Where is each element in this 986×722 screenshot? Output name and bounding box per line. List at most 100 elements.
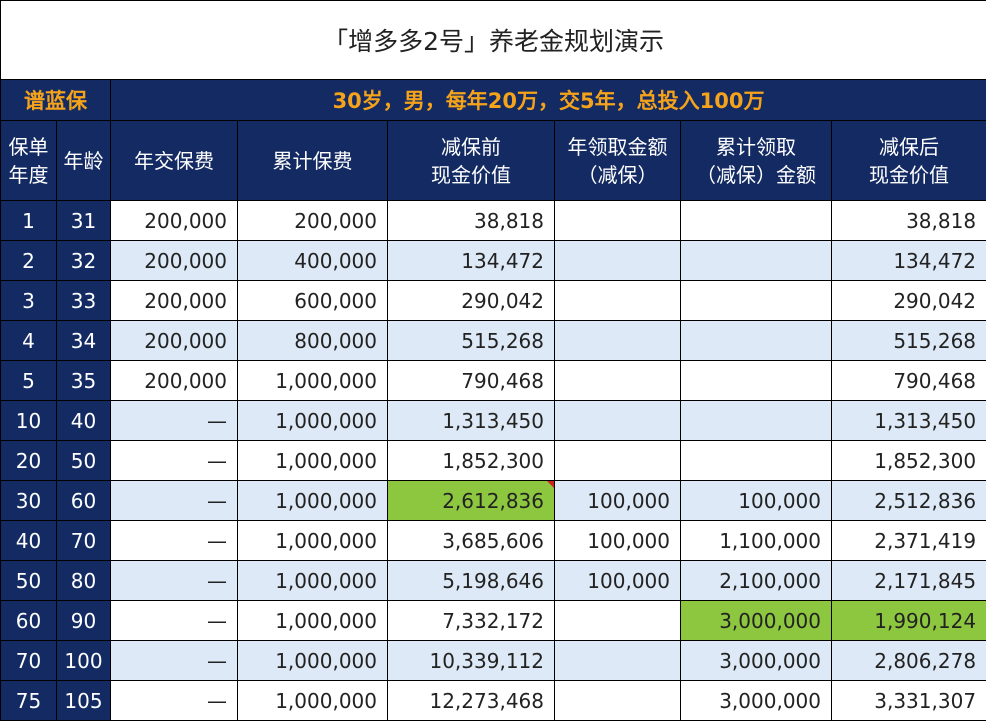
cell-age: 80 [56,560,111,601]
cell-age: 90 [56,600,111,641]
table-row: 2 32 200,000 400,000 134,472 134,472 [0,240,986,281]
cell-cash-value-after: 1,852,300 [830,440,986,481]
cell-annual-withdrawal [554,200,681,241]
cell-age: 50 [56,440,111,481]
cell-cumulative-premium: 800,000 [237,320,388,361]
cell-policy-year: 2 [0,240,57,281]
table-row: 60 90—1,000,000 7,332,172 3,000,000 1,990,12… [0,600,986,641]
cell-policy-year: 1 [0,200,57,241]
cell-policy-year: 70 [0,640,57,681]
cell-annual-premium: — [110,680,238,721]
header-cash-value-before-label: 减保前 现金价值 [431,134,511,187]
cell-age: 70 [56,520,111,561]
table-row: 75 105—1,000,000 12,273,468 3,000,000 3,331,… [0,680,986,721]
cell-cumulative-premium: 1,000,000 [237,480,388,521]
table-row: 4 34 200,000 800,000 515,268 515,268 [0,320,986,361]
header-annual-withdrawal-label: 年领取金额 （减保） [567,134,668,187]
cell-age: 40 [56,400,111,441]
cell-cumulative-withdrawal: 100,000 [680,480,832,521]
cell-cash-value-after: 134,472 [830,240,986,281]
cell-cash-value-before: 7,332,172 [387,600,555,641]
header-cash-value-after: 减保后 现金价值 [830,120,986,201]
cell-cash-value-before: 12,273,468 [387,680,555,721]
cell-annual-premium: — [110,440,238,481]
header-cumulative-premium-label: 累计保费 [272,148,353,173]
cell-annual-withdrawal: 100,000 [554,560,681,601]
cell-age: 100 [56,640,111,681]
cell-cash-value-after: 2,371,419 [830,520,986,561]
cell-annual-withdrawal [554,360,681,401]
cell-annual-premium: 200,000 [110,360,238,401]
cell-annual-withdrawal [554,680,681,721]
brand-label: 谱蓝保 [0,79,111,121]
cell-annual-premium: 200,000 [110,280,238,321]
cell-annual-withdrawal [554,600,681,641]
cell-cash-value-after: 1,313,450 [830,400,986,441]
cell-annual-withdrawal [554,440,681,481]
cell-cumulative-withdrawal: 2,100,000 [680,560,832,601]
cell-annual-premium: 200,000 [110,320,238,361]
cell-annual-premium: 200,000 [110,240,238,281]
table-row: 30 60—1,000,000 2,612,836 100,000 100,000 2,5… [0,480,986,521]
cell-cumulative-withdrawal: 3,000,000 [680,680,832,721]
header-cumulative-withdrawal-label: 累计领取 （减保）金额 [696,134,816,187]
cell-age: 33 [56,280,111,321]
cell-cumulative-premium: 400,000 [237,240,388,281]
cell-annual-premium: — [110,600,238,641]
header-annual-premium-label: 年交保费 [134,148,214,173]
cell-cumulative-premium: 1,000,000 [237,640,388,681]
cell-age: 35 [56,360,111,401]
cell-age: 105 [56,680,111,721]
red-corner-icon [547,481,554,488]
cell-cash-value-after: 2,512,836 [830,480,986,521]
cell-policy-year: 20 [0,440,57,481]
cell-policy-year: 30 [0,480,57,521]
cell-age: 60 [56,480,111,521]
cell-cash-value-after: 515,268 [830,320,986,361]
cell-cash-value-before: 290,042 [387,280,555,321]
cell-annual-withdrawal [554,240,681,281]
cell-cash-value-before: 3,685,606 [387,520,555,561]
cell-cumulative-withdrawal: 3,000,000 [680,640,832,681]
cell-annual-premium: 200,000 [110,200,238,241]
cell-cumulative-withdrawal: 3,000,000 [680,600,832,641]
cell-cumulative-premium: 200,000 [237,200,388,241]
header-cumulative-withdrawal: 累计领取 （减保）金额 [680,120,832,201]
header-policy-year-label: 保单 年度 [8,134,49,187]
cell-annual-withdrawal [554,400,681,441]
cell-annual-premium: — [110,520,238,561]
cell-cash-value-before: 515,268 [387,320,555,361]
cell-cash-value-after: 3,331,307 [830,680,986,721]
header-age-label: 年龄 [63,148,104,173]
cell-cumulative-premium: 1,000,000 [237,560,388,601]
cell-age: 31 [56,200,111,241]
header-cash-value-before: 减保前 现金价值 [387,120,555,201]
cell-policy-year: 50 [0,560,57,601]
table-row: 20 50—1,000,000 1,852,300 1,852,300 [0,440,986,481]
cell-cash-value-after: 1,990,124 [830,600,986,641]
cell-policy-year: 5 [0,360,57,401]
cell-annual-withdrawal: 100,000 [554,480,681,521]
cell-cumulative-premium: 1,000,000 [237,440,388,481]
table-row: 70 100—1,000,000 10,339,112 3,000,000 2,806,… [0,640,986,681]
scenario-banner: 30岁，男，每年20万，交5年，总投入100万 [109,79,986,121]
cell-cumulative-premium: 1,000,000 [237,400,388,441]
cell-annual-premium: — [110,480,238,521]
cell-cash-value-before: 10,339,112 [387,640,555,681]
table-row: 3 33 200,000 600,000 290,042 290,042 [0,280,986,321]
cell-cash-value-after: 2,806,278 [830,640,986,681]
cell-annual-premium: — [110,640,238,681]
cell-policy-year: 10 [0,400,57,441]
cell-cumulative-withdrawal [680,400,832,441]
header-policy-year: 保单 年度 [0,120,57,201]
page-title: 「增多多2号」养老金规划演示 [0,0,986,80]
header-age: 年龄 [56,120,111,201]
table-row: 5 35 200,000 1,000,000 790,468 790,468 [0,360,986,401]
header-annual-withdrawal: 年领取金额 （减保） [554,120,681,201]
header-cumulative-premium: 累计保费 [237,120,388,201]
cell-cumulative-premium: 1,000,000 [237,360,388,401]
cell-annual-withdrawal [554,640,681,681]
cell-annual-withdrawal: 100,000 [554,520,681,561]
cell-cash-value-before: 134,472 [387,240,555,281]
